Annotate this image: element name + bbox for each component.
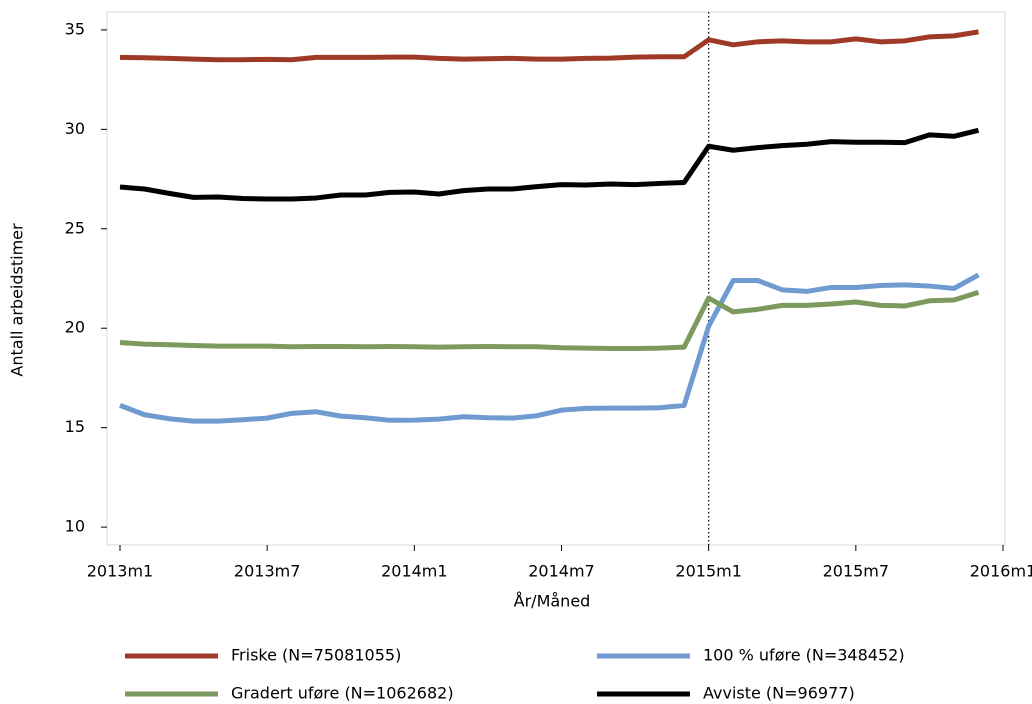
x-axis-label: År/Måned xyxy=(514,592,591,611)
y-tick-label: 30 xyxy=(65,119,85,138)
data-line xyxy=(119,272,980,424)
data-line xyxy=(119,290,980,352)
x-tick-label: 2016m1 xyxy=(970,562,1032,581)
x-tick-label: 2015m7 xyxy=(823,562,889,581)
legend-label: Avviste (N=96977) xyxy=(703,684,855,703)
data-line xyxy=(119,127,980,202)
y-axis-label: Antall arbeidstimer xyxy=(8,223,27,377)
y-tick-label: 20 xyxy=(65,318,85,337)
y-tick-label: 10 xyxy=(65,517,85,536)
y-tick-label: 25 xyxy=(65,218,85,237)
x-tick-label: 2014m1 xyxy=(381,562,447,581)
y-tick-label: 35 xyxy=(65,19,85,38)
y-tick-label: 15 xyxy=(65,417,85,436)
plot-frame xyxy=(106,11,1006,546)
legend-label: Friske (N=75081055) xyxy=(231,646,401,665)
x-tick-label: 2013m1 xyxy=(87,562,153,581)
data-line xyxy=(119,29,979,63)
x-tick-label: 2015m1 xyxy=(675,562,741,581)
legend-label: 100 % uføre (N=348452) xyxy=(703,646,905,665)
x-tick-label: 2013m7 xyxy=(234,562,300,581)
legend-label: Gradert uføre (N=1062682) xyxy=(231,684,454,703)
x-tick-label: 2014m7 xyxy=(528,562,594,581)
